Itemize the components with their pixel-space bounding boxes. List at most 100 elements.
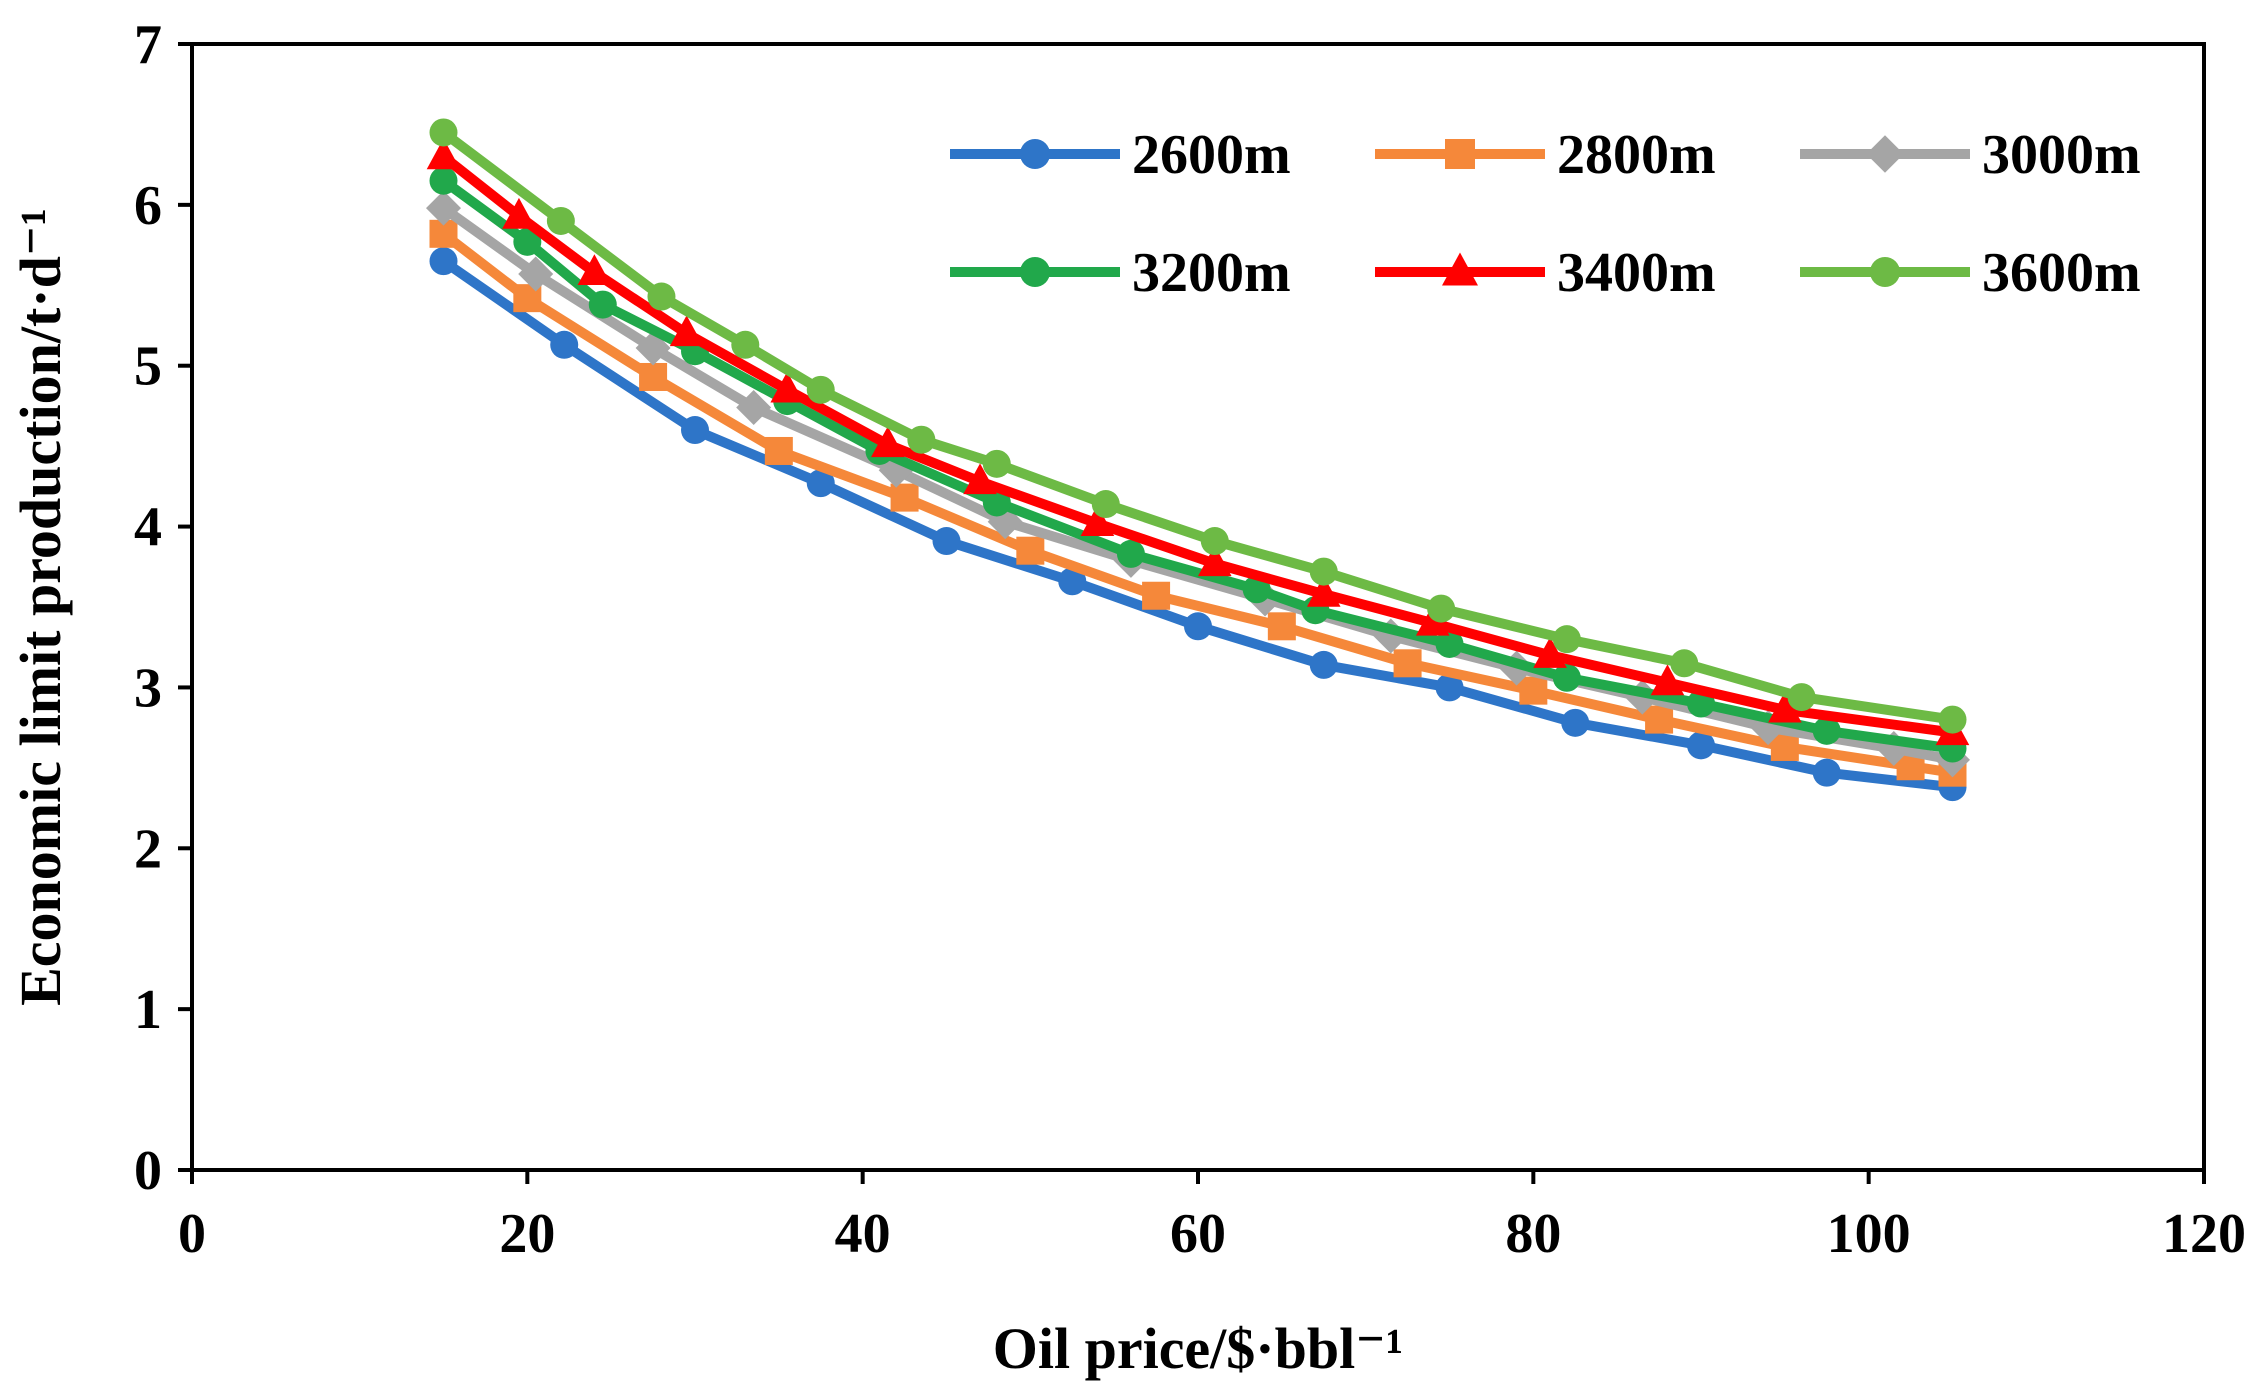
data-point-2800m [1267,612,1296,641]
data-point-3400m [963,463,997,495]
y-axis-ticks: 0 1 2 3 4 5 6 7 [134,14,192,1202]
data-point-2600m [1184,612,1212,641]
x-tick-label: 60 [1170,1203,1226,1265]
data-point-3200m [982,488,1011,517]
data-point-3000m [736,390,772,426]
legend-label: 3400m [1557,242,1716,304]
series-2800m [429,219,1967,787]
y-tick-label: 4 [134,497,162,559]
data-point-3200m [513,227,542,256]
legend-item-3600m: 3600m [1800,242,2141,304]
legend-label: 3200m [1132,242,1291,304]
y-tick-label: 5 [134,336,162,398]
data-point-2800m [1645,705,1674,734]
data-point-3400m [770,371,805,403]
data-point-3600m [1552,625,1581,654]
data-point-2800m [639,362,668,391]
y-tick-label: 0 [134,1140,162,1202]
x-tick-label: 40 [835,1203,891,1265]
data-point-2800m [1393,649,1422,678]
legend-marker-3400m [1442,252,1478,286]
data-point-3400m [1415,604,1450,636]
series-3600m [429,118,1967,734]
data-point-3400m [1650,664,1685,696]
data-point-2600m [1309,650,1338,679]
data-point-2800m [1142,581,1171,610]
data-point-3400m [1533,637,1567,668]
legend: 2600m 2800m 3000m 3200m 3400m 3600m [950,124,2141,304]
legend-item-2800m: 2800m [1375,124,1716,186]
data-point-3600m [731,330,760,359]
data-point-2600m [1812,758,1841,787]
series-layer [426,118,1970,802]
legend-item-3400m: 3400m [1375,242,1716,304]
data-point-3400m [1306,575,1341,607]
data-point-3400m [871,426,905,458]
data-point-3600m [1091,490,1120,519]
data-point-2800m [1519,676,1548,705]
data-point-2600m [1058,567,1087,596]
data-point-3000m [518,256,554,292]
data-point-3400m [1197,545,1232,577]
data-point-3600m [1309,557,1338,586]
data-point-3600m [1938,705,1967,734]
legend-marker-3000m [1866,135,1904,173]
series-line-3000m [438,203,1958,765]
data-point-3200m [1116,539,1145,568]
legend-marker-2600m [1020,139,1050,169]
data-point-3600m [907,425,936,454]
data-point-3600m [546,206,575,235]
data-point-3400m [1768,691,1802,723]
data-point-3600m [1670,649,1699,678]
y-tick-label: 3 [134,657,162,719]
data-point-2800m [1016,536,1045,565]
y-tick-label: 1 [134,979,162,1041]
x-tick-label: 80 [1505,1203,1561,1265]
data-point-3600m [982,449,1011,478]
legend-item-2600m: 2600m [950,124,1291,186]
data-point-3200m [1552,663,1581,692]
data-point-3600m [647,282,676,311]
data-point-2600m [1687,731,1715,760]
legend-marker-2800m [1445,139,1475,169]
data-point-2600m [806,469,835,498]
data-point-2600m [429,247,458,276]
series-3400m [426,138,1970,746]
data-point-3200m [1435,629,1464,658]
data-point-3600m [1787,683,1816,712]
data-point-3600m [429,118,458,147]
data-point-2600m [932,527,961,556]
data-point-3000m [426,190,461,226]
legend-marker-3600m [1870,257,1900,287]
x-tick-label: 0 [178,1203,206,1265]
data-point-3200m [429,166,458,195]
x-axis-title: Oil price/$·bbl⁻¹ [993,1316,1404,1381]
data-point-3400m [426,138,461,170]
legend-label: 2600m [1132,124,1291,186]
legend-item-3000m: 3000m [1800,124,2141,186]
x-tick-label: 120 [2162,1203,2246,1265]
legend-label: 2800m [1557,124,1716,186]
data-point-3400m [1080,505,1115,536]
data-point-2600m [550,330,579,359]
x-tick-label: 100 [1827,1203,1911,1265]
data-point-2600m [1561,708,1590,737]
data-point-2800m [890,483,919,512]
data-point-3600m [806,375,835,404]
legend-label: 3600m [1982,242,2141,304]
x-tick-label: 20 [499,1203,555,1265]
y-tick-label: 6 [134,175,162,237]
data-point-3600m [1427,594,1456,623]
x-axis-ticks: 0 20 40 60 80 100 120 [178,1170,2246,1265]
data-point-3400m [577,254,612,286]
data-point-3400m [669,315,704,347]
data-point-3200m [1812,716,1841,745]
legend-label: 3000m [1982,124,2141,186]
legend-item-3200m: 3200m [950,242,1291,304]
data-point-2800m [764,436,793,465]
data-point-3600m [1200,527,1229,556]
data-point-2600m [1435,673,1464,702]
series-line-2800m [438,228,1958,778]
legend-marker-3200m [1020,257,1050,287]
